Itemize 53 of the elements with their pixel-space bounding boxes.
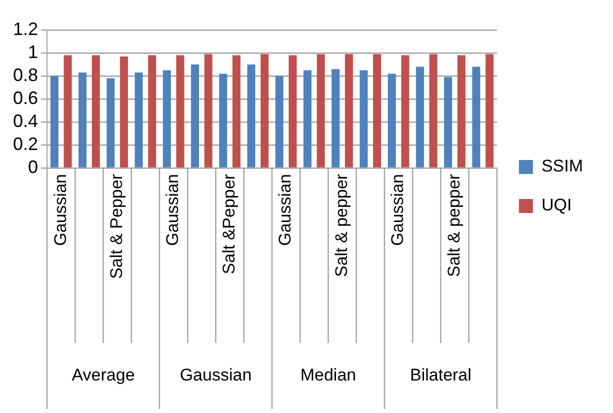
legend-label: UQI: [541, 196, 572, 215]
bar: [486, 54, 494, 168]
x-tick-label: Gaussian: [50, 174, 70, 246]
text: Average: [72, 366, 135, 385]
bar: [316, 54, 325, 168]
bar: [332, 69, 340, 168]
bar: [388, 74, 396, 168]
x-tick-label: Salt & pepper: [332, 174, 351, 278]
bar: [472, 66, 480, 168]
y-tick-label: 0.6: [12, 88, 38, 108]
x-tick-label: Gaussian: [276, 174, 295, 246]
bar: [64, 55, 72, 168]
bar: [260, 54, 269, 168]
text: Bilateral: [410, 366, 472, 385]
bar: [190, 64, 200, 168]
bar: [92, 55, 100, 168]
bar: [303, 70, 312, 168]
bar: [134, 72, 143, 168]
bar: [120, 56, 128, 168]
bar: [344, 54, 353, 168]
y-tick-label: 1.2: [12, 18, 38, 39]
text: Gaussian: [180, 366, 252, 385]
bar: [50, 76, 58, 168]
bar: [78, 72, 87, 168]
bar: [457, 55, 466, 168]
y-tick-label: 0.4: [12, 110, 38, 131]
bar: [444, 77, 452, 168]
legend-label: SSIM: [541, 156, 583, 176]
text: Median: [300, 366, 356, 385]
x-tick-label: Salt & pepper: [444, 174, 464, 278]
bar: [162, 70, 171, 168]
bar: [148, 55, 156, 168]
bar: [401, 55, 410, 168]
bar: [247, 64, 256, 168]
bar: [429, 54, 438, 168]
bar: [360, 70, 368, 168]
x-tick-label: Salt & Pepper: [107, 174, 126, 279]
y-tick-label: 1: [28, 42, 38, 62]
bar: [416, 66, 424, 168]
bar: [176, 55, 184, 168]
bar: [232, 55, 240, 168]
y-tick-label: 0.2: [12, 134, 38, 154]
bar: [219, 74, 228, 168]
bar: [204, 54, 212, 168]
x-tick-label: Salt &Pepper: [219, 174, 238, 274]
y-tick-label: 0.8: [12, 64, 38, 85]
bar: [288, 55, 297, 168]
bar: [373, 54, 382, 168]
bar: [275, 76, 284, 168]
x-tick-label: Gaussian: [163, 174, 182, 246]
x-tick-label: Gaussian: [388, 174, 408, 246]
bar: [106, 78, 115, 168]
y-tick-label: 0: [28, 156, 38, 177]
